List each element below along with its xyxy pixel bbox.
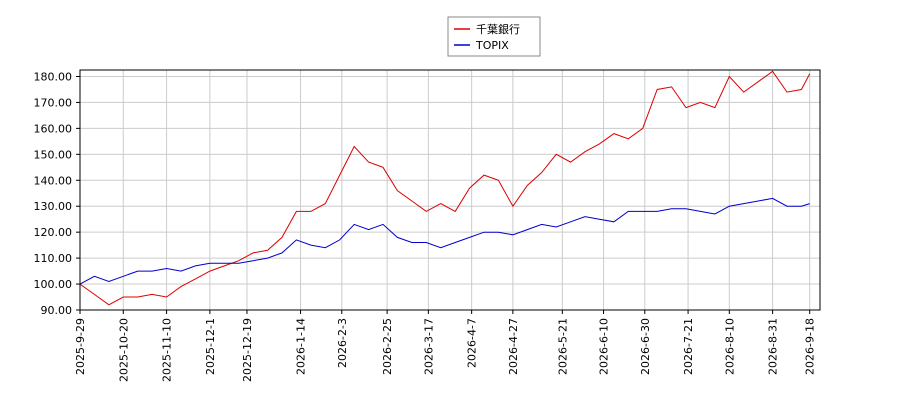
plot-area [79,69,821,311]
x-tick-label: 2025-11-10 [161,318,174,382]
x-tick-label: 2025-12-1 [204,318,217,375]
series-line [79,197,810,285]
x-tick-label: 2026-2-3 [336,318,349,368]
x-tick-label: 2026-3-17 [422,318,435,375]
legend-label: 千葉銀行 [476,22,520,36]
x-tick-label: 2025-10-20 [117,318,130,382]
y-tick-label: 160.00 [34,122,73,135]
x-tick-label: 2026-9-18 [804,318,817,375]
y-tick-label: 150.00 [34,148,73,161]
y-tick-label: 100.00 [34,278,73,291]
y-tick-label: 90.00 [41,304,73,317]
x-tick-label: 2026-7-21 [682,318,695,375]
y-tick-label: 110.00 [34,252,73,265]
series-line [79,70,811,306]
x-tick-label: 2026-1-14 [295,318,308,375]
plot-border [79,69,821,311]
y-tick-label: 180.00 [34,70,73,83]
x-tick-label: 2026-8-31 [767,318,780,375]
x-tick-label: 2026-6-30 [639,318,652,375]
x-tick-label: 2026-8-10 [723,318,736,375]
y-tick-label: 170.00 [34,96,73,109]
y-tick-label: 120.00 [34,226,73,239]
x-tick-label: 2025-9-29 [74,318,87,375]
legend-box [447,16,541,57]
x-tick-label: 2026-2-25 [381,318,394,375]
y-tick-label: 130.00 [34,200,73,213]
x-tick-label: 2026-6-10 [598,318,611,375]
y-tick-label: 140.00 [34,174,73,187]
x-tick-label: 2026-4-27 [507,318,520,375]
x-tick-label: 2026-4-7 [466,318,479,368]
x-tick-label: 2026-5-21 [556,318,569,375]
legend-label: TOPIX [475,39,509,52]
x-tick-label: 2025-12-19 [241,318,254,382]
